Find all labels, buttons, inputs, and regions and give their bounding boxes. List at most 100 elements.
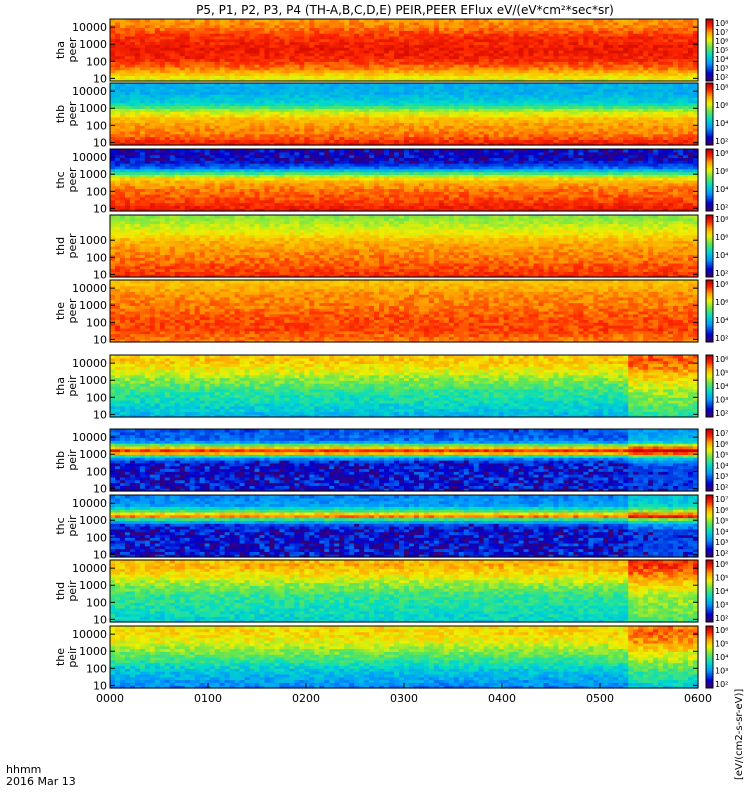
colorbar-tick-label: 10³ [715, 667, 728, 676]
colorbar-tick-label: 10⁸ [715, 83, 728, 92]
colorbar-tick-label: 10³ [715, 64, 728, 73]
colorbar-tick-label: 10² [715, 73, 728, 82]
y-axis-label: thapeer [54, 37, 79, 63]
y-tick-label: 10 [93, 202, 107, 215]
y-tick-label: 100 [86, 391, 107, 404]
colorbar-tick-label: 10² [715, 203, 728, 212]
y-tick-label: 10 [93, 268, 107, 281]
y-tick-label: 10 [93, 679, 107, 692]
x-tick-label: 0600 [684, 692, 712, 705]
colorbar-tick-label: 10⁴ [715, 382, 728, 391]
colorbar-tick-label: 10⁸ [715, 149, 728, 158]
colorbar-tick-label: 10⁶ [715, 233, 728, 242]
colorbar-tick-label: 10³ [715, 396, 728, 405]
y-tick-label: 100 [86, 531, 107, 544]
spectrogram-cells [110, 495, 699, 558]
colorbar-tick-label: 10⁴ [715, 587, 728, 596]
spectrogram-cells [110, 19, 699, 82]
y-axis-label: thapeir [54, 375, 79, 397]
colorbar-tick-label: 10³ [715, 472, 728, 481]
colorbar-tick-label: 10⁴ [715, 527, 728, 536]
colorbar-tick-label: 10⁷ [715, 28, 728, 37]
y-tick-label: 1000 [79, 448, 107, 461]
colorbar-tick-label: 10⁶ [715, 440, 728, 449]
colorbar-tick-label: 10⁴ [715, 55, 728, 64]
y-axis-label: thcpeir [54, 515, 79, 537]
colorbar-tick-label: 10⁴ [715, 461, 728, 470]
y-tick-label: 1000 [79, 374, 107, 387]
colorbar-tick-label: 10⁵ [715, 517, 728, 526]
date-label: 2016 Mar 13 [6, 775, 76, 788]
colorbar-tick-label: 10⁷ [715, 429, 728, 438]
x-tick-label: 0000 [96, 692, 124, 705]
y-tick-label: 100 [86, 596, 107, 609]
y-tick-label: 100 [86, 185, 107, 198]
colorbar-tick-label: 10⁵ [715, 640, 728, 649]
panel-tha-peer: 10000100010010thapeer10⁸10⁷10⁶10⁵10⁴10³1… [54, 19, 728, 85]
y-axis-label: thcpeer [54, 167, 79, 193]
y-tick-label: 1000 [79, 102, 107, 115]
y-tick-label: 10 [93, 72, 107, 85]
colorbar-tick-label: 10⁴ [715, 251, 728, 260]
colorbar-tick-label: 10⁵ [715, 46, 728, 55]
y-tick-label: 10 [93, 136, 107, 149]
y-tick-label: 1000 [79, 514, 107, 527]
colorbar-tick-label: 10⁵ [715, 574, 728, 583]
colorbar-tick-label: 10⁶ [715, 626, 728, 635]
y-tick-label: 10000 [72, 562, 107, 575]
y-tick-label: 10000 [72, 357, 107, 370]
y-tick-label: 100 [86, 251, 107, 264]
colorbar-tick-label: 10² [715, 614, 728, 623]
colorbar-tick-label: 10⁴ [715, 653, 728, 662]
y-tick-label: 1000 [79, 234, 107, 247]
y-tick-label: 100 [86, 119, 107, 132]
colorbar-tick-label: 10⁴ [715, 119, 728, 128]
y-tick-label: 10 [93, 613, 107, 626]
colorbar-tick-label: 10⁵ [715, 369, 728, 378]
y-tick-label: 10000 [72, 628, 107, 641]
y-tick-label: 100 [86, 316, 107, 329]
y-axis-label: thbpeer [54, 101, 79, 127]
colorbar-tick-label: 10² [715, 269, 728, 278]
y-tick-label: 10 [93, 548, 107, 561]
spectrogram-cells [110, 215, 699, 278]
y-tick-label: 10000 [72, 85, 107, 98]
y-tick-label: 10000 [72, 21, 107, 34]
y-tick-label: 1000 [79, 38, 107, 51]
colorbar-tick-label: 10⁶ [715, 560, 728, 569]
x-tick-label: 0500 [586, 692, 614, 705]
y-tick-label: 1000 [79, 645, 107, 658]
spectrogram-cells [110, 355, 699, 418]
y-tick-label: 10 [93, 482, 107, 495]
y-tick-label: 1000 [79, 299, 107, 312]
colorbar-tick-label: 10² [715, 409, 728, 418]
colorbar-tick-label: 10² [715, 549, 728, 558]
y-axis-label: thdpeir [54, 580, 79, 602]
colorbar-tick-label: 10⁶ [715, 37, 728, 46]
colorbar-tick-label: 10⁸ [715, 215, 728, 224]
panel-stack: 10000100010010thapeer10⁸10⁷10⁶10⁵10⁴10³1… [54, 19, 728, 692]
y-tick-label: 1000 [79, 579, 107, 592]
y-tick-label: 10000 [72, 282, 107, 295]
spectrogram-cells [110, 280, 699, 343]
colorbar-tick-label: 10⁴ [715, 185, 728, 194]
colorbar-tick-label: 10⁶ [715, 298, 728, 307]
y-tick-label: 100 [86, 465, 107, 478]
y-tick-label: 10 [93, 408, 107, 421]
spectrogram-cells [110, 560, 699, 623]
figure-title: P5, P1, P2, P3, P4 (TH-A,B,C,D,E) PEIR,P… [196, 3, 614, 17]
x-tick-label: 0400 [488, 692, 516, 705]
